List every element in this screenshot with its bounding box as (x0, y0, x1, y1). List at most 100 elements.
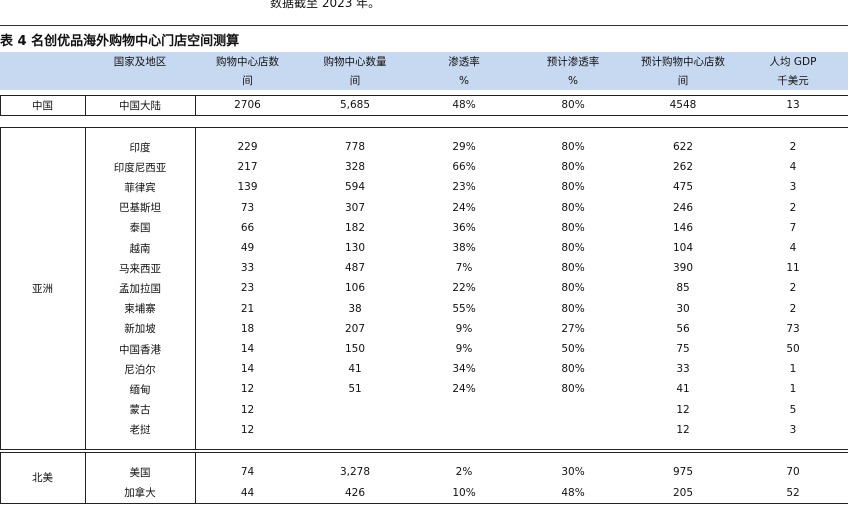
value: 38% (452, 242, 476, 255)
country: 美国 (129, 466, 151, 479)
value: 2 (789, 302, 797, 315)
column-unit: % (459, 74, 469, 87)
value: 56 (676, 322, 690, 335)
value: 80% (561, 242, 585, 255)
value: 23% (452, 181, 476, 194)
note: 数据截至 2023 年。 (270, 0, 381, 10)
value: 487 (344, 262, 366, 275)
row-rule (0, 449, 848, 450)
value: 10% (452, 486, 476, 499)
country: 尼泊尔 (124, 363, 156, 376)
value: 70 (786, 466, 800, 479)
value: 975 (672, 466, 694, 479)
country: 中国香港 (119, 343, 161, 356)
value: 5,685 (339, 99, 371, 111)
value: 29% (452, 141, 476, 154)
value: 14 (240, 363, 255, 376)
value: 4 (789, 161, 797, 174)
column-header: 购物中心店数 (216, 56, 279, 68)
country: 巴基斯坦 (119, 202, 161, 215)
column-unit: 间 (242, 75, 253, 87)
value: 74 (240, 466, 255, 479)
value: 34% (452, 363, 476, 376)
value: 80% (561, 282, 585, 295)
value: 30% (561, 466, 585, 479)
value: 2706 (234, 99, 261, 111)
value: 38 (348, 302, 362, 315)
value: 475 (672, 181, 694, 194)
value: 146 (672, 221, 694, 234)
value: 41 (676, 383, 690, 396)
value: 80% (561, 383, 585, 396)
value: 48% (452, 99, 476, 111)
country: 缅甸 (129, 383, 151, 396)
value: 11 (786, 262, 800, 275)
value: 390 (672, 262, 694, 275)
value: 2 (789, 282, 797, 295)
country: 加拿大 (124, 487, 156, 500)
value: 33 (676, 363, 690, 376)
value: 217 (237, 161, 258, 174)
value: 1 (789, 363, 797, 376)
value: 80% (561, 221, 585, 234)
col-rule (195, 95, 196, 115)
value: 594 (344, 181, 366, 194)
region: 北美 (32, 472, 53, 484)
value: 50% (561, 343, 585, 356)
value: 21 (240, 302, 255, 315)
col-rule (85, 127, 86, 449)
value: 80% (561, 201, 585, 214)
value: 80% (561, 161, 585, 174)
value: 52 (786, 486, 800, 499)
col-rule (0, 452, 1, 503)
value: 24% (452, 201, 476, 214)
value: 1 (789, 383, 797, 396)
value: 7 (789, 221, 797, 234)
value: 5 (789, 403, 797, 416)
value: 75 (676, 343, 690, 356)
column-unit: 间 (349, 75, 361, 87)
col-rule (85, 452, 86, 503)
value: 307 (344, 201, 366, 214)
col-rule (0, 95, 1, 115)
value: 22% (452, 282, 476, 295)
value: 48% (561, 486, 585, 499)
value: 2% (455, 466, 473, 479)
column-header: 渗透率 (448, 56, 480, 68)
value: 80% (561, 181, 585, 194)
value: 622 (672, 141, 694, 154)
value: 139 (237, 181, 258, 194)
value: 246 (672, 201, 694, 214)
value: 7% (455, 262, 473, 275)
value: 205 (672, 486, 694, 499)
value: 44 (240, 486, 255, 499)
column-unit: 千美元 (777, 75, 809, 87)
country: 中国大陆 (119, 99, 161, 112)
country: 马来西亚 (119, 262, 161, 275)
col-rule (195, 127, 196, 449)
value: 182 (344, 221, 366, 234)
value: 24% (452, 383, 476, 396)
table-title: 表 4 名创优品海外购物中心门店空间测算 (0, 34, 240, 49)
rule (0, 25, 848, 26)
value: 3 (789, 423, 797, 436)
value: 66% (452, 161, 476, 174)
value: 12 (676, 403, 690, 416)
value: 33 (240, 262, 255, 275)
value: 12 (676, 423, 690, 436)
value: 27% (561, 322, 585, 335)
value: 4548 (669, 99, 697, 111)
column-header: 预计渗透率 (546, 56, 600, 68)
header-band (0, 52, 848, 90)
row-rule (0, 503, 848, 504)
country: 柬埔寨 (124, 303, 156, 316)
value: 13 (786, 99, 800, 111)
value: 73 (786, 322, 800, 335)
value: 229 (237, 141, 258, 154)
country: 菲律宾 (124, 181, 156, 194)
country: 老挝 (129, 424, 151, 437)
col-rule (0, 127, 1, 449)
country: 印度 (129, 141, 151, 154)
column-header: 预计购物中心店数 (641, 56, 725, 68)
country: 越南 (129, 242, 151, 255)
